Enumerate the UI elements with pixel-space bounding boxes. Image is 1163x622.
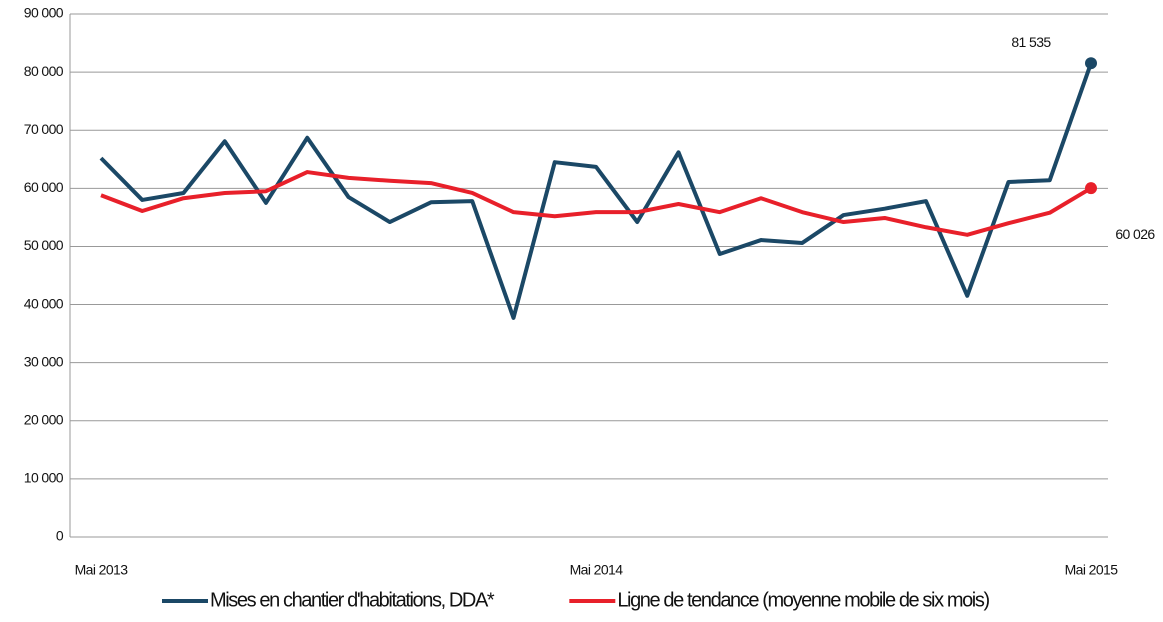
y-tick-label: 10 000 (24, 470, 64, 486)
series-line (99, 62, 1093, 320)
y-tick-label: 50 000 (24, 237, 64, 253)
y-tick-label: 0 (56, 528, 64, 544)
data-label: 81 535 (1011, 34, 1051, 50)
y-tick-label: 90 000 (24, 5, 64, 21)
data-label: 60 026 (1115, 226, 1155, 242)
end-marker (1085, 182, 1097, 195)
y-tick-label: 60 000 (24, 179, 64, 195)
y-tick-label: 40 000 (24, 295, 64, 311)
y-tick-label: 20 000 (24, 411, 64, 427)
x-tick-label: Mai 2015 (1065, 562, 1119, 578)
x-tick-label: Mai 2014 (570, 562, 624, 578)
y-tick-label: 30 000 (24, 353, 64, 369)
legend-label: Ligne de tendance (moyenne mobile de six… (617, 589, 989, 611)
legend-label: Mises en chantier d'habitations, DDA* (210, 589, 495, 611)
series-line (100, 170, 1093, 237)
y-tick-label: 70 000 (24, 121, 64, 137)
y-tick-label: 80 000 (24, 63, 64, 79)
end-marker (1085, 57, 1097, 70)
x-tick-label: Mai 2013 (75, 562, 129, 578)
